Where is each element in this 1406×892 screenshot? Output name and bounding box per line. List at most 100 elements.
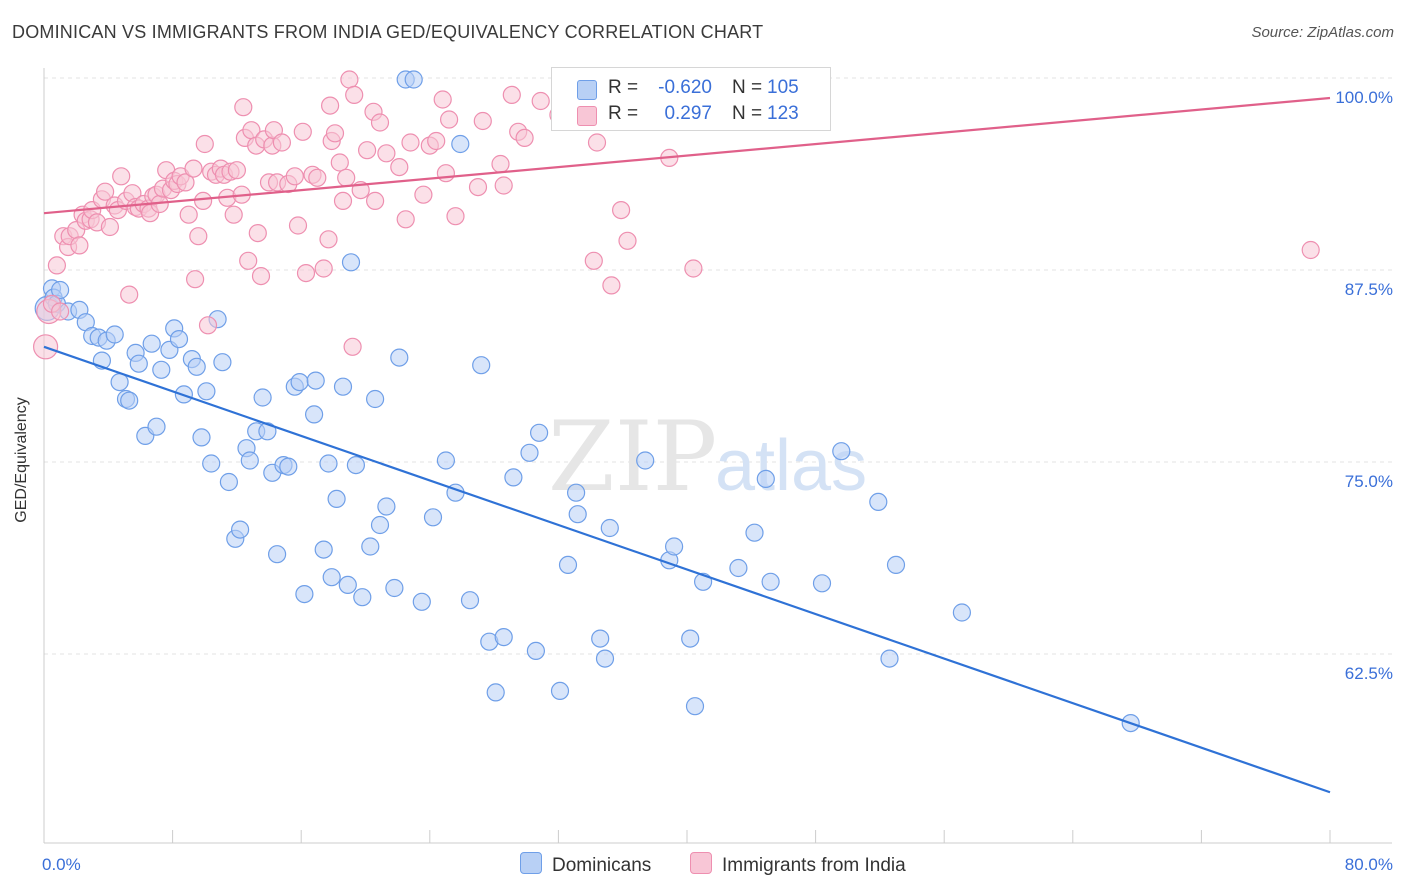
point-dominicans: [338, 575, 357, 595]
legend-n-value: 105: [767, 77, 799, 98]
point-dominicans: [290, 373, 309, 392]
legend-label-india: Immigrants from India: [722, 855, 906, 876]
point-india: [427, 131, 446, 151]
point-india: [198, 316, 218, 335]
legend-r-label: R =: [608, 77, 639, 98]
point-india: [1301, 240, 1320, 260]
point-dominicans: [152, 360, 171, 379]
legend-swatch-india: [690, 852, 712, 874]
point-india: [179, 205, 198, 224]
point-india: [390, 158, 409, 177]
point-dominicans: [520, 443, 539, 462]
point-dominicans: [595, 649, 615, 668]
series-dominicans-points: [34, 70, 1140, 733]
point-india: [684, 259, 703, 278]
point-india: [176, 173, 195, 192]
point-dominicans: [120, 391, 139, 410]
point-dominicans: [404, 70, 423, 89]
point-dominicans: [305, 405, 324, 424]
point-india: [370, 113, 390, 132]
point-india: [189, 227, 208, 246]
point-dominicans: [729, 558, 748, 578]
point-dominicans: [213, 353, 232, 372]
point-dominicans: [423, 508, 443, 527]
point-india: [50, 302, 70, 321]
point-india: [319, 230, 338, 249]
point-dominicans: [952, 603, 972, 622]
y-tick-label: 100.0%: [1335, 88, 1393, 107]
y-axis-label: GED/Equivalency: [13, 397, 30, 523]
point-india: [293, 122, 312, 141]
point-india: [433, 90, 452, 109]
tick-labels: 100.0% 87.5% 75.0% 62.5% 0.0% 80.0%: [42, 88, 1393, 874]
point-dominicans: [268, 545, 287, 564]
point-india: [377, 144, 396, 163]
point-india: [321, 96, 340, 115]
point-india: [314, 259, 333, 278]
source-label: Source: ZipAtlas.com: [1251, 24, 1394, 41]
point-dominicans: [529, 423, 549, 442]
point-india: [531, 91, 550, 111]
legend-swatch-dominicans: [520, 852, 542, 874]
point-dominicans: [591, 629, 610, 648]
point-india: [337, 168, 356, 187]
point-dominicans: [886, 555, 906, 575]
legend-item-dominicans[interactable]: Dominicans: [520, 852, 651, 877]
point-india: [396, 210, 415, 229]
point-dominicans: [202, 454, 221, 473]
point-dominicans: [568, 505, 587, 524]
point-dominicans: [664, 537, 684, 556]
point-india: [468, 178, 488, 197]
point-dominicans: [253, 388, 272, 407]
point-india: [47, 256, 67, 275]
point-dominicans: [361, 537, 380, 556]
point-dominicans: [169, 330, 189, 349]
x-tick-label-min: 0.0%: [42, 855, 81, 874]
trend-lines: [43, 96, 1331, 794]
point-india: [345, 85, 364, 105]
point-dominicans: [341, 253, 361, 272]
series-legend: Dominicans Immigrants from India: [0, 852, 1406, 878]
point-india: [248, 224, 267, 243]
point-india: [515, 128, 534, 147]
point-india: [70, 236, 89, 255]
point-india: [502, 85, 521, 105]
trend-line-india: [43, 96, 1331, 215]
point-india: [330, 153, 349, 172]
point-dominicans: [600, 518, 619, 538]
point-india: [473, 111, 492, 131]
point-india: [358, 141, 377, 160]
point-india: [194, 191, 213, 210]
point-dominicans: [390, 348, 409, 367]
point-india: [494, 176, 513, 195]
point-dominicans: [745, 523, 764, 542]
point-dominicans: [105, 325, 124, 344]
legend-item-india[interactable]: Immigrants from India: [690, 852, 906, 877]
y-tick-label: 62.5%: [1345, 664, 1393, 683]
point-dominicans: [370, 515, 390, 535]
point-india: [325, 124, 345, 143]
point-dominicans: [636, 451, 655, 470]
point-dominicans: [240, 451, 259, 470]
point-dominicans: [319, 454, 338, 473]
point-dominicans: [258, 422, 277, 441]
point-dominicans: [295, 584, 314, 604]
x-tick-label-max: 80.0%: [1345, 855, 1393, 874]
legend-r-label: R =: [608, 103, 639, 124]
point-dominicans: [333, 377, 353, 396]
point-dominicans: [504, 468, 523, 487]
point-dominicans: [353, 588, 372, 607]
legend-n-label: N =: [732, 103, 763, 124]
point-dominicans: [377, 497, 396, 516]
point-india: [308, 168, 327, 187]
point-india: [440, 110, 459, 129]
legend-swatch-india: [577, 106, 597, 126]
legend-swatch-dominicans: [577, 80, 597, 100]
legend-r-value: -0.620: [658, 77, 712, 98]
legend-label-dominicans: Dominicans: [552, 855, 652, 876]
point-dominicans: [526, 641, 546, 661]
point-india: [288, 216, 308, 235]
point-india: [491, 154, 510, 174]
point-india: [366, 191, 385, 210]
